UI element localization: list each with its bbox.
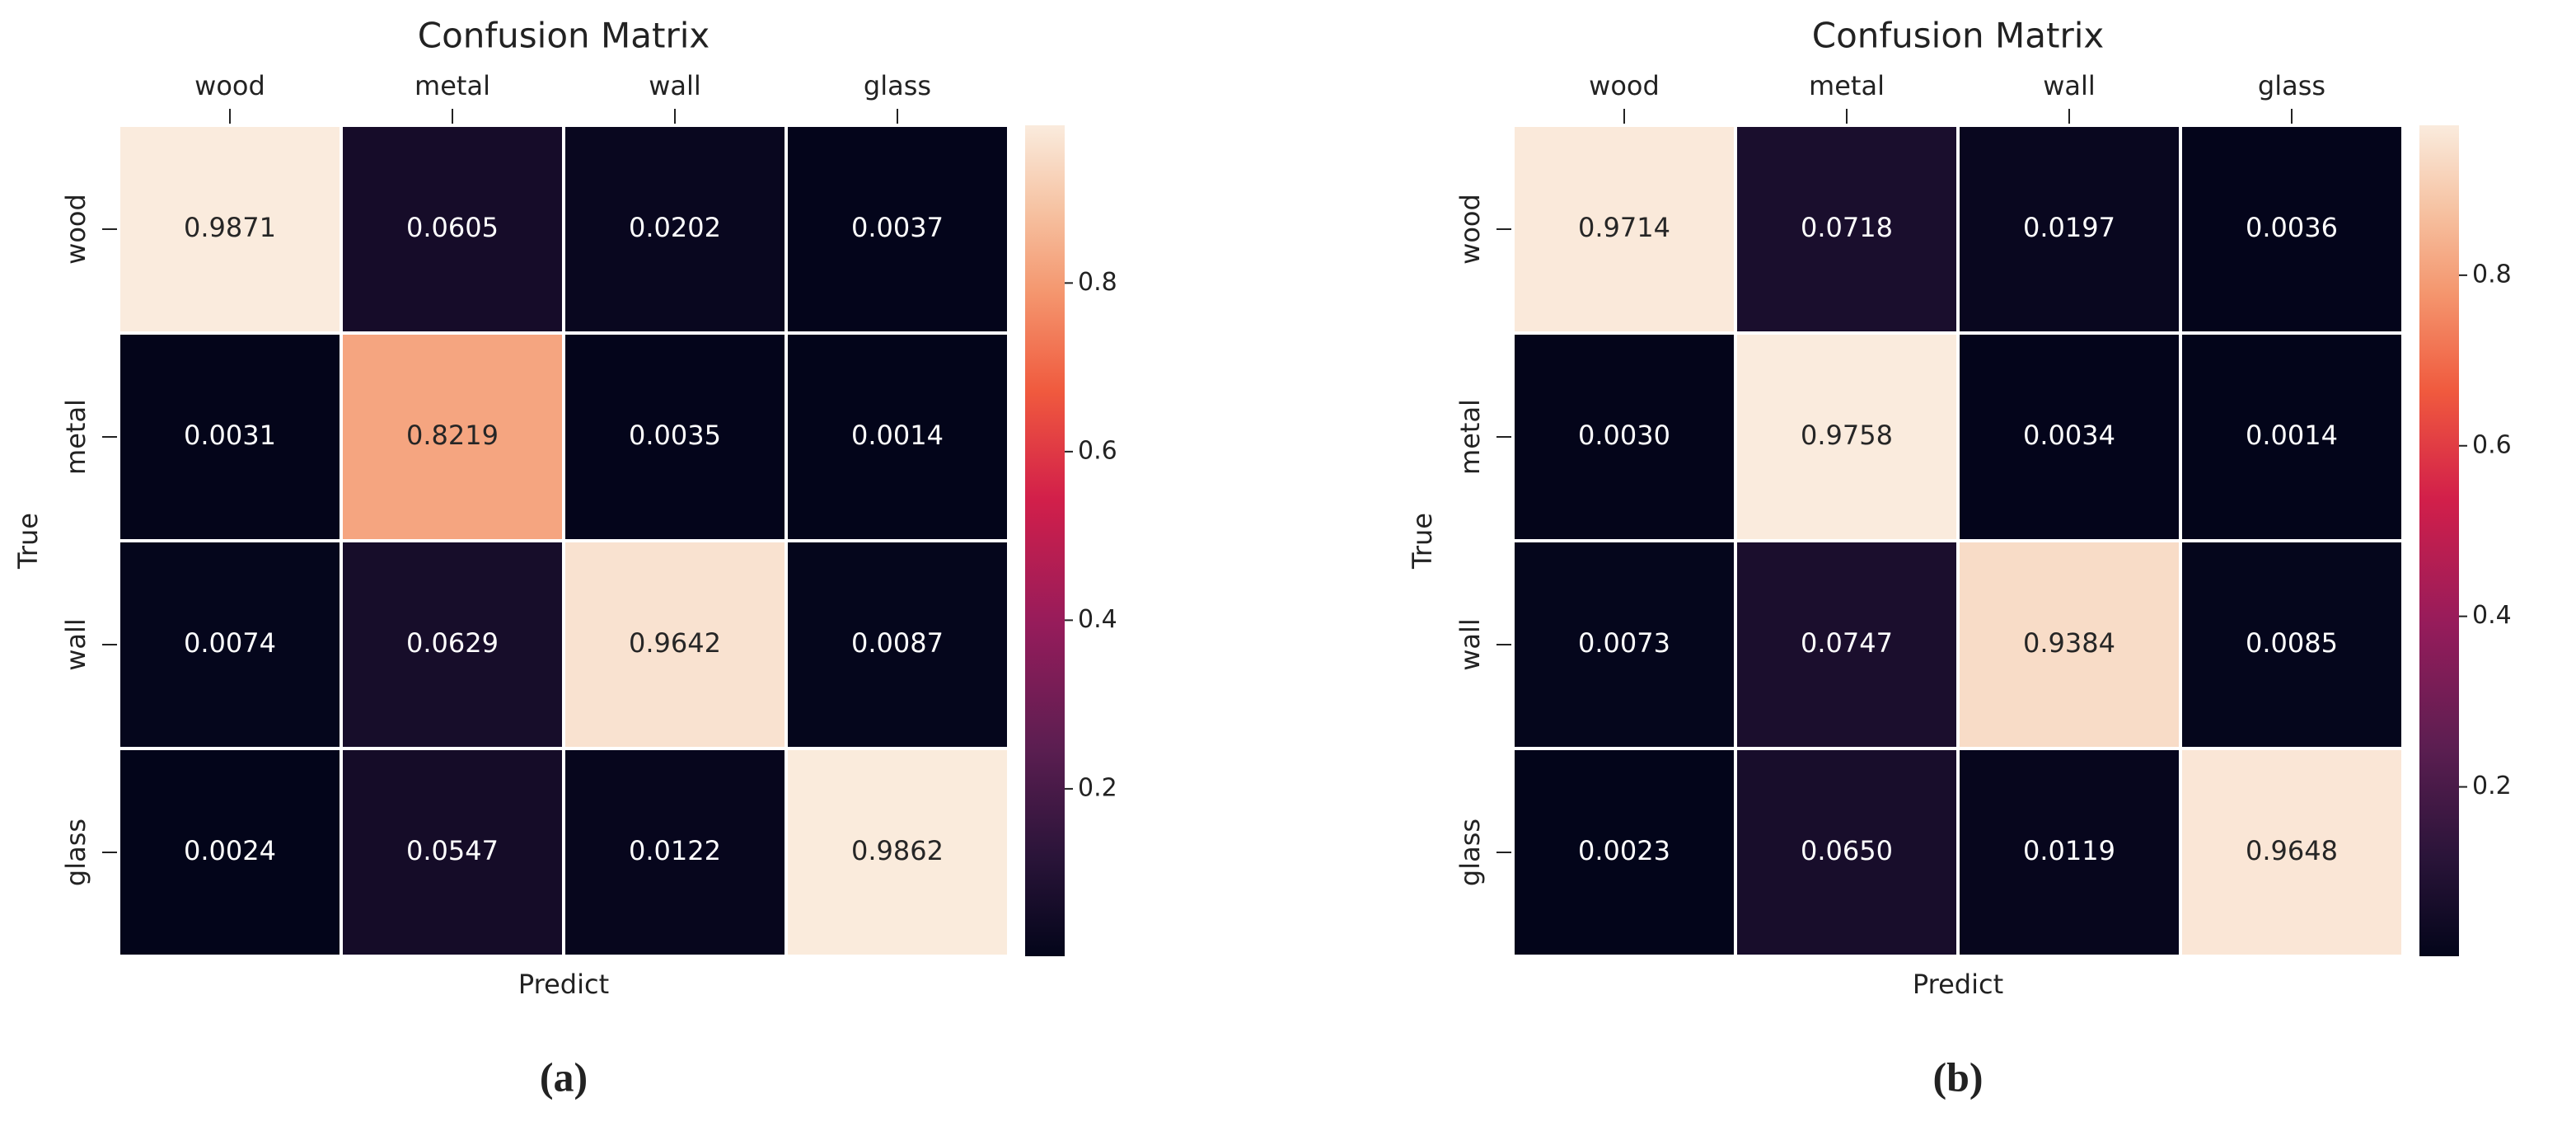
heatmap-cell xyxy=(2179,747,2405,958)
y-tick-label: wall xyxy=(1454,618,1486,671)
cell-label: 0.0031 xyxy=(184,420,276,451)
colorbar-tick-label: 0.6 xyxy=(2472,430,2512,459)
heatmap-cell xyxy=(2179,124,2405,335)
colorbar xyxy=(1025,125,1065,956)
x-tick-label: metal xyxy=(1809,70,1885,101)
heatmap-cell xyxy=(117,747,343,958)
heatmap-cell xyxy=(785,331,1010,542)
panel-caption: (b) xyxy=(1932,1054,1983,1100)
cell-label: 0.0087 xyxy=(851,627,944,659)
heatmap-cell xyxy=(1511,539,1737,750)
heatmap-cell xyxy=(340,124,565,335)
heatmap-cell xyxy=(1956,539,2182,750)
y-tick-label: wall xyxy=(60,618,91,671)
x-tick-label: metal xyxy=(415,70,490,101)
x-tick-label: wood xyxy=(194,70,265,101)
heatmap-cell xyxy=(2179,539,2405,750)
cell-label: 0.0030 xyxy=(1578,420,1670,451)
cell-label: 0.8219 xyxy=(406,420,499,451)
x-tick-label: wall xyxy=(2043,70,2096,101)
cell-label: 0.9862 xyxy=(851,835,944,866)
y-tick-label: glass xyxy=(1454,819,1486,886)
cell-label: 0.0024 xyxy=(184,835,276,866)
chart-title: Confusion Matrix xyxy=(1812,16,2105,56)
heatmap-cell xyxy=(562,539,788,750)
cell-label: 0.0122 xyxy=(629,835,721,866)
heatmap-cell xyxy=(2179,331,2405,542)
cell-label: 0.9648 xyxy=(2246,835,2338,866)
cell-label: 0.0718 xyxy=(1801,212,1893,243)
cell-label: 0.0629 xyxy=(406,627,499,659)
colorbar-tick-label: 0.6 xyxy=(1078,436,1117,465)
x-axis-label: Predict xyxy=(518,969,609,1000)
cell-label: 0.0034 xyxy=(2023,420,2115,451)
heatmap-cell xyxy=(785,747,1010,958)
cell-label: 0.0085 xyxy=(2246,627,2338,659)
colorbar-tick-label: 0.4 xyxy=(2472,601,2512,630)
cell-label: 0.0036 xyxy=(2246,212,2338,243)
heatmap-cell xyxy=(117,124,343,335)
cell-label: 0.0605 xyxy=(406,212,499,243)
colorbar-tick-label: 0.4 xyxy=(1078,605,1117,634)
heatmap-cell xyxy=(562,747,788,958)
y-tick-label: metal xyxy=(1454,399,1486,475)
cell-label: 0.0023 xyxy=(1578,835,1670,866)
x-tick-label: wood xyxy=(1589,70,1660,101)
y-tick-label: wood xyxy=(60,194,91,265)
x-tick-label: glass xyxy=(2258,70,2325,101)
heatmap-cell xyxy=(1734,124,1960,335)
cell-label: 0.0073 xyxy=(1578,627,1670,659)
heatmap-cell xyxy=(785,124,1010,335)
x-axis-label: Predict xyxy=(1913,969,2003,1000)
colorbar-tick-label: 0.8 xyxy=(2472,260,2512,289)
heatmap-cell xyxy=(1511,124,1737,335)
x-tick-label: glass xyxy=(864,70,931,101)
colorbar xyxy=(2419,125,2459,956)
cell-label: 0.0119 xyxy=(2023,835,2115,866)
heatmap-cell xyxy=(340,331,565,542)
cell-label: 0.0014 xyxy=(2246,420,2338,451)
cell-label: 0.9642 xyxy=(629,627,721,659)
heatmap-cell xyxy=(785,539,1010,750)
y-tick-label: wood xyxy=(1454,194,1486,265)
x-tick-label: wall xyxy=(649,70,701,101)
y-axis-label: True xyxy=(1407,513,1438,570)
cell-label: 0.9384 xyxy=(2023,627,2115,659)
cell-label: 0.0747 xyxy=(1801,627,1893,659)
heatmap-cell xyxy=(1734,747,1960,958)
y-tick-label: metal xyxy=(60,399,91,475)
cell-label: 0.0074 xyxy=(184,627,276,659)
heatmap-cell xyxy=(1511,747,1737,958)
cell-label: 0.0035 xyxy=(629,420,721,451)
colorbar-tick-label: 0.8 xyxy=(1078,268,1117,297)
heatmap-cell xyxy=(562,331,788,542)
cell-label: 0.9758 xyxy=(1801,420,1893,451)
cell-label: 0.9714 xyxy=(1578,212,1670,243)
cell-label: 0.0650 xyxy=(1801,835,1893,866)
colorbar-tick-label: 0.2 xyxy=(1078,773,1117,802)
heatmap-cell xyxy=(1956,124,2182,335)
cell-label: 0.9871 xyxy=(184,212,276,243)
heatmap-cell xyxy=(1956,747,2182,958)
cell-label: 0.0547 xyxy=(406,835,499,866)
y-axis-label: True xyxy=(12,513,44,570)
cell-label: 0.0037 xyxy=(851,212,944,243)
colorbar-tick-label: 0.2 xyxy=(2472,772,2512,800)
heatmap-cell xyxy=(340,747,565,958)
y-tick-label: glass xyxy=(60,819,91,886)
cell-label: 0.0202 xyxy=(629,212,721,243)
cell-label: 0.0197 xyxy=(2023,212,2115,243)
cell-label: 0.0014 xyxy=(851,420,944,451)
chart-title: Confusion Matrix xyxy=(418,16,710,56)
panel-caption: (a) xyxy=(540,1054,588,1100)
